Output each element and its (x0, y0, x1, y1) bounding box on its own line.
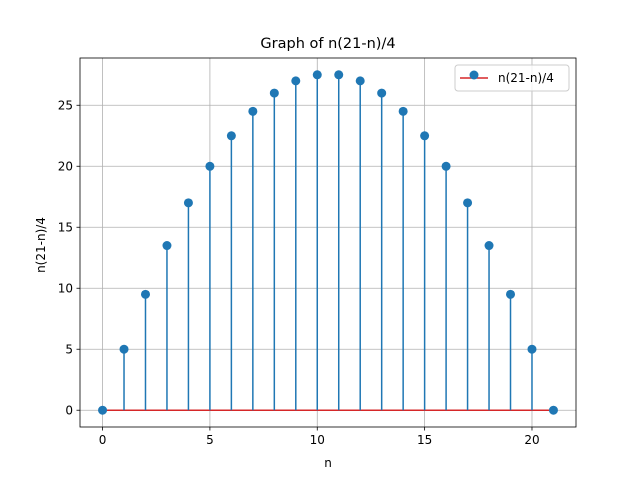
x-tick-label: 10 (310, 433, 325, 447)
stem-marker (334, 70, 344, 80)
stem-marker (506, 289, 516, 299)
stem-marker (527, 344, 537, 354)
stem-marker (398, 106, 408, 116)
stem-marker (140, 289, 150, 299)
y-tick-label: 5 (65, 342, 73, 356)
stem-marker (441, 161, 451, 171)
stem-marker (98, 405, 108, 415)
y-tick-label: 15 (58, 220, 73, 234)
stem-marker (205, 161, 215, 171)
stem-marker (162, 241, 172, 251)
stem-marker (119, 344, 129, 354)
plot-frame (79, 57, 577, 428)
legend-entry-label: n(21-n)/4 (498, 71, 554, 85)
x-tick-label: 15 (417, 433, 432, 447)
stem-marker (420, 131, 430, 141)
legend-marker-swatch (469, 70, 479, 80)
y-axis-ticks: 0 5 10 15 20 25 (58, 98, 80, 417)
stem-marker (248, 106, 258, 116)
y-tick-label: 20 (58, 159, 73, 173)
y-tick-label: 10 (58, 281, 73, 295)
y-axis-label: n(21-n)/4 (34, 217, 48, 273)
y-tick-label: 0 (65, 403, 73, 417)
stem-marker (355, 76, 365, 86)
stem-lines (123, 74, 533, 411)
legend-box (454, 64, 570, 92)
stem-marker (183, 198, 193, 208)
x-tick-label: 0 (99, 433, 107, 447)
stem-marker (291, 76, 301, 86)
x-axis-ticks: 0 5 10 15 20 (99, 427, 540, 447)
chart-title: Graph of n(21-n)/4 (260, 36, 395, 52)
stem-marker (226, 131, 236, 141)
stem-marker (377, 88, 387, 98)
x-axis-label: n (324, 456, 332, 470)
stem-marker (463, 198, 473, 208)
x-tick-label: 20 (524, 433, 539, 447)
stem-markers (98, 70, 558, 415)
stem-marker (269, 88, 279, 98)
stem-marker (312, 70, 322, 80)
x-tick-label: 5 (206, 433, 214, 447)
y-tick-label: 25 (58, 98, 73, 112)
stem-marker (484, 241, 494, 251)
stem-marker (548, 405, 558, 415)
legend: n(21-n)/4 (454, 64, 570, 92)
